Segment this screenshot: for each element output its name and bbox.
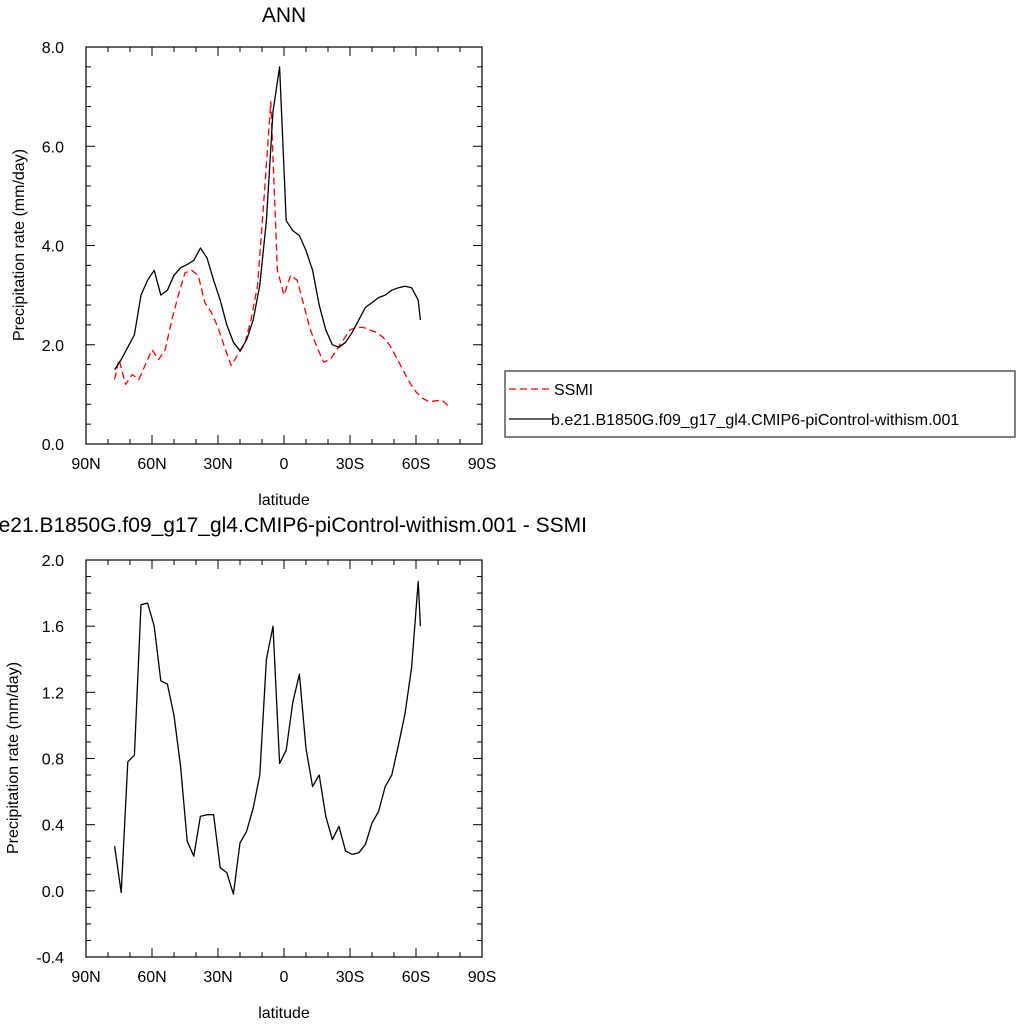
y-tick-label: 0.4 (42, 818, 64, 835)
y-tick-label: 0.0 (42, 437, 64, 454)
x-tick-label: 0 (280, 456, 289, 473)
panel-1-ticks (85, 46, 483, 445)
series-line-2 (114, 66, 422, 370)
panel-1-ytick-labels: 0.0 2.0 4.0 6.0 8.0 (42, 40, 64, 454)
y-tick-label: 0.8 (42, 752, 64, 769)
panel-1-title: ANN (262, 4, 306, 27)
x-tick-label: 60N (137, 969, 166, 986)
panel-2-y-axis-label: Precipitation rate (mm/day) (5, 662, 22, 854)
panel-1-xtick-labels: 90N 60N 30N 0 30S 60S 90S (71, 456, 496, 473)
x-tick-label: 30N (203, 456, 232, 473)
x-tick-label: 0 (280, 969, 289, 986)
x-tick-label: 60S (402, 456, 430, 473)
x-tick-label: 30S (336, 969, 364, 986)
y-tick-label: 1.6 (42, 619, 64, 636)
x-tick-label: 30S (336, 456, 364, 473)
panel-1-frame (85, 46, 483, 445)
panel-2-series-group (113, 580, 422, 895)
x-tick-label: 90S (468, 456, 496, 473)
panel-difference: b.e21.B1850G.f09_g17_gl4.CMIP6-piControl… (0, 514, 587, 1022)
panel-2-x-axis-label: latitude (258, 1005, 310, 1022)
x-tick-label: 90S (468, 969, 496, 986)
x-tick-label: 60N (137, 456, 166, 473)
x-tick-label: 90N (71, 456, 100, 473)
panel-2-xtick-labels: 90N 60N 30N 0 30S 60S 90S (71, 969, 496, 986)
y-tick-label: 8.0 (42, 40, 64, 57)
y-tick-label: 0.0 (42, 884, 64, 901)
legend-label-ssmi: SSMI (554, 382, 593, 399)
x-tick-label: 60S (402, 969, 430, 986)
x-tick-label: 30N (203, 969, 232, 986)
panel-1-series-group (113, 66, 450, 408)
legend-box (504, 370, 1016, 438)
legend-label-model: b.e21.B1850G.f09_g17_gl4.CMIP6-piControl… (551, 412, 959, 429)
y-tick-label: 2.0 (42, 338, 64, 355)
x-tick-label: 90N (71, 969, 100, 986)
panel-2-ticks (85, 559, 483, 958)
panel-1-x-axis-label: latitude (258, 492, 310, 509)
y-tick-label: 2.0 (42, 553, 64, 570)
panel-2-frame (85, 559, 483, 958)
panel-2-ytick-labels: -0.4 0.0 0.4 0.8 1.2 1.6 2.0 (36, 553, 64, 967)
y-tick-label: 6.0 (42, 139, 64, 156)
legend: SSMI b.e21.B1850G.f09_g17_gl4.CMIP6-piCo… (504, 370, 1016, 438)
panel-annual-mean: ANN 90N 60N 30N 0 30S 60S 90S 0.02.04.06.08.0 … (11, 4, 496, 509)
y-tick-label: 1.2 (42, 685, 64, 702)
y-tick-label: -0.4 (36, 950, 64, 967)
panel-2-title: b.e21.B1850G.f09_g17_gl4.CMIP6-piControl… (0, 514, 587, 537)
y-tick-label: 4.0 (42, 239, 64, 256)
panel-1-y-axis-label: Precipitation rate (mm/day) (11, 149, 28, 341)
series-line-1 (113, 580, 422, 895)
series-line-1 (113, 100, 450, 408)
